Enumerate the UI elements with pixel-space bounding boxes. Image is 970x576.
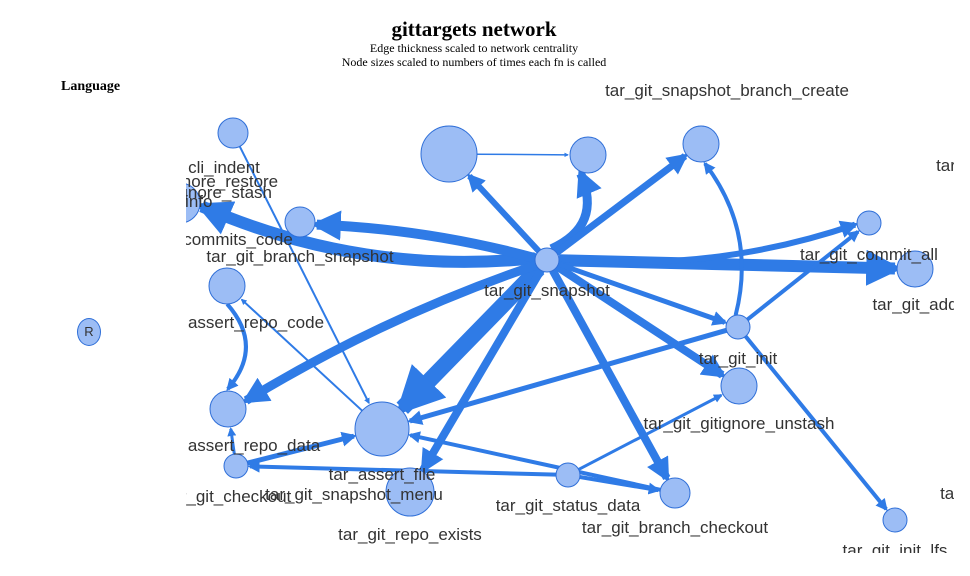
edge-tar_git_snapshot-to-tar_git_gitignore_restore <box>554 153 689 256</box>
node-label-tar_git_gitignore_stash: tar_git_gitignore_stash <box>186 183 272 202</box>
node-label-tar_assert_file: tar_assert_file <box>329 465 436 484</box>
node-label-tar_git_gitignore_unstash: tar_git_gitignore_unstash <box>644 414 835 433</box>
edge-tar_git_snapshot-to-commits_code <box>195 200 536 268</box>
edge-tar_git_snapshot-to-tar_git_init <box>557 261 728 326</box>
legend-node-r[interactable] <box>77 318 101 346</box>
node-tar_git_checkout[interactable] <box>223 453 249 479</box>
node-assert_repo_code[interactable] <box>208 267 246 305</box>
edge-tar_git_snapshot-to-tar_git_gitignore_stash <box>549 168 602 253</box>
node-assert_repo_data[interactable] <box>209 390 247 428</box>
node-label-tar_git_snapshot: tar_git_snapshot <box>484 281 610 300</box>
node-label-tar_git_snapshot_branch_create: tar_git_snapshot_branch_create <box>605 81 849 100</box>
subtitle-node-sizes: Node sizes scaled to numbers of times ea… <box>341 55 607 69</box>
node-tar_git_branch_snapshot[interactable] <box>284 206 316 238</box>
node-label-tar_git_branch_checkout: tar_git_branch_checkout <box>582 518 768 537</box>
node-label-assert_repo_data: assert_repo_data <box>188 436 321 455</box>
node-layer <box>186 117 934 533</box>
edge-tar_assert_file-to-assert_repo_code <box>240 298 363 412</box>
node-tar_git_status_data[interactable] <box>555 462 581 488</box>
legend-title: Language <box>61 79 121 94</box>
edge-tar_git_snapshot-to-tar_git_branch_checkout <box>549 268 671 483</box>
edge-tar_git_snapshot-to-cli_info <box>466 173 542 254</box>
node-cli_info[interactable] <box>420 125 478 183</box>
node-cli_indent[interactable] <box>217 117 249 149</box>
page-title: gittargets network <box>391 17 557 41</box>
edge-tar_git_snapshot-to-assert_repo_data <box>241 260 538 405</box>
node-label-tar_git_status_data: tar_git_status_data <box>496 496 641 515</box>
edge-tar_git_status_data-to-tar_git_gitignore_unstash <box>577 393 723 471</box>
edge-tar_git_init-to-tar_git_gitignore_restore <box>703 161 744 316</box>
node-tar_git_snapshot[interactable] <box>534 247 560 273</box>
node-label-assert_repo_code: assert_repo_code <box>188 313 324 332</box>
node-tar_git_init_lfs[interactable] <box>882 507 908 533</box>
network-graph-svg[interactable]: cli_indent cli_infotar_git_gitignore_stas… <box>186 79 954 553</box>
node-label-tar_git_gitignore_restore: tar_git_gitignore_restore <box>186 172 278 191</box>
node-label-tar_git_commit_all: tar_git_commit_all <box>800 245 938 264</box>
node-commits_code[interactable] <box>186 183 201 223</box>
edge-tar_git_checkout-to-assert_repo_data <box>227 427 237 455</box>
edge-tar_git_init-to-tar_assert_file <box>406 327 728 425</box>
node-label-tar_git_branch_snapshot: tar_git_branch_snapshot <box>206 247 393 266</box>
node-tar_assert_file[interactable] <box>354 401 410 457</box>
node-tar_git_add[interactable] <box>896 250 934 288</box>
node-label-tar_edge_top_right: tar <box>936 156 954 175</box>
node-tar_git_commit_all[interactable] <box>856 210 882 236</box>
edge-tar_git_init-to-tar_git_commit_all <box>746 230 860 322</box>
edge-tar_git_snapshot-to-tar_assert_file <box>395 262 545 416</box>
node-tar_git_snapshot_menu[interactable] <box>385 467 435 517</box>
node-tar_git_gitignore_restore[interactable] <box>682 125 720 163</box>
node-label-tar_git_init_lfs: tar_git_init_lfs <box>843 541 948 553</box>
edge-tar_git_checkout-to-tar_assert_file <box>247 431 357 466</box>
edge-tar_git_init-to-tar_git_init_lfs <box>744 335 888 512</box>
edge-cli_indent-to-tar_assert_file <box>238 145 370 405</box>
node-label-tar_git_checkout: r_git_checkout <box>186 487 292 506</box>
node-tar_git_branch_checkout[interactable] <box>659 477 691 509</box>
node-label-tar_edge_bottom_right: tar <box>940 484 954 503</box>
node-label-tar_git_add: tar_git_add <box>872 295 954 314</box>
node-label-cli_info: cli_info <box>186 192 212 211</box>
network-graph[interactable]: cli_indent cli_infotar_git_gitignore_stas… <box>186 79 954 553</box>
edge-cli_info-to-tar_git_gitignore_stash <box>476 152 569 158</box>
node-label-commits_code: commits_code <box>186 230 293 249</box>
node-tar_git_gitignore_unstash[interactable] <box>720 367 758 405</box>
label-layer: cli_indent cli_infotar_git_gitignore_stas… <box>186 81 954 553</box>
node-tar_git_gitignore_stash[interactable] <box>569 136 607 174</box>
edge-tar_git_snapshot-to-tar_git_commit_all <box>558 220 859 266</box>
edge-tar_git_branch_checkout-to-tar_assert_file <box>407 431 661 492</box>
edge-tar_git_snapshot-to-tar_git_snapshot_menu <box>419 268 545 474</box>
node-label-tar_git_snapshot_menu: tar_git_snapshot_menu <box>265 485 443 504</box>
edge-tar_git_snapshot-to-tar_git_gitignore_unstash <box>554 263 727 379</box>
subtitle-edge-thickness: Edge thickness scaled to network central… <box>369 41 579 55</box>
edge-tar_git_snapshot-to-tar_git_branch_snapshot <box>310 210 537 264</box>
edge-assert_repo_code-to-assert_repo_data <box>225 302 248 391</box>
legend-label-r: R <box>84 324 94 339</box>
node-label-tar_git_init: tar_git_init <box>699 349 778 368</box>
node-label-tar_git_repo_exists: tar_git_repo_exists <box>338 525 482 544</box>
node-label-cli_indent: cli_indent <box>188 158 260 177</box>
node-tar_git_init[interactable] <box>725 314 751 340</box>
